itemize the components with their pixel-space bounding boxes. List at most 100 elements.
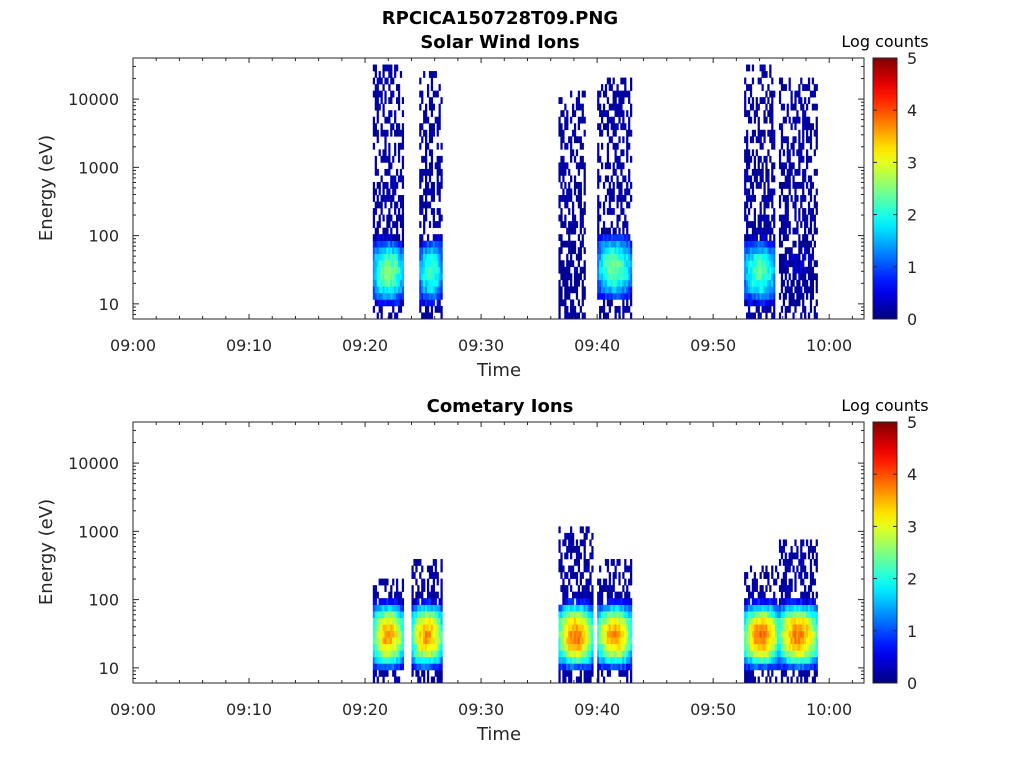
spectrogram-cell <box>581 155 584 163</box>
spectrogram-cell <box>771 214 774 222</box>
spectrogram-cell <box>771 123 774 131</box>
spectrogram-cell <box>765 624 768 632</box>
spectrogram-cell <box>397 292 401 300</box>
spectrogram-cell <box>428 175 432 183</box>
spectrogram-cell <box>763 637 766 645</box>
spectrogram-cell <box>792 253 795 261</box>
spectrogram-cell <box>784 175 787 183</box>
spectrogram-cell <box>421 604 424 612</box>
spectrogram-cell <box>815 650 818 658</box>
spectrogram-cell <box>778 227 782 235</box>
spectrogram-cell <box>788 578 791 586</box>
spectrogram-cell <box>581 624 584 632</box>
spectrogram-cell <box>809 273 813 281</box>
spectrogram-cell <box>606 604 610 612</box>
spectrogram-cell <box>440 247 443 255</box>
spectrogram-cell <box>782 292 786 300</box>
spectrogram-cell <box>599 201 602 209</box>
spectrogram-cell <box>763 292 766 300</box>
spectrogram-cell <box>747 585 751 592</box>
spectrogram-cell <box>763 64 766 72</box>
spectrogram-cell <box>769 240 772 248</box>
spectrogram-cell <box>425 142 428 150</box>
spectrogram-cell <box>577 611 581 619</box>
spectrogram-cell <box>763 129 766 137</box>
spectrogram-cell <box>782 84 786 91</box>
spectrogram-cell <box>591 545 594 553</box>
spectrogram-cell <box>374 234 377 242</box>
spectrogram-cell <box>771 168 774 176</box>
spectrogram-cell <box>805 624 809 632</box>
spectrogram-cell <box>794 637 797 645</box>
spectrogram-cell <box>813 663 816 671</box>
spectrogram-cell <box>800 545 803 553</box>
spectrogram-cell <box>428 103 432 111</box>
spectrogram-cell <box>608 247 611 255</box>
spectrogram-cell <box>585 630 588 638</box>
spectrogram-cell <box>753 585 756 592</box>
spectrogram-cell <box>436 656 439 664</box>
spectrogram-cell <box>399 266 403 274</box>
spectrogram-cell <box>421 611 424 619</box>
spectrogram-cell <box>396 591 399 599</box>
spectrogram-cell <box>604 663 608 671</box>
spectrogram-cell <box>384 142 387 150</box>
spectrogram-cell <box>419 201 422 209</box>
spectrogram-cell <box>434 305 437 313</box>
spectrogram-cell <box>622 312 625 320</box>
spectrogram-cell <box>786 110 789 118</box>
spectrogram-cell <box>749 643 753 651</box>
spectrogram-cell <box>622 97 625 104</box>
spectrogram-cell <box>761 142 764 150</box>
spectrogram-cell <box>624 260 627 268</box>
spectrogram-cell <box>413 572 416 579</box>
spectrogram-cell <box>380 123 383 131</box>
spectrogram-cell <box>392 247 395 255</box>
spectrogram-cell <box>782 630 786 638</box>
spectrogram-cell <box>773 305 776 313</box>
spectrogram-cell <box>805 292 809 300</box>
spectrogram-cell <box>564 168 567 176</box>
spectrogram-cell <box>761 214 764 222</box>
spectrogram-cell <box>780 129 784 137</box>
spectrogram-cell <box>796 676 799 684</box>
spectrogram-cell <box>380 305 383 313</box>
spectrogram-cell <box>778 663 782 671</box>
spectrogram-cell <box>749 630 753 638</box>
spectrogram-cell <box>413 656 416 664</box>
spectrogram-cell <box>780 162 784 170</box>
spectrogram-cell <box>568 545 571 553</box>
spectrogram-cell <box>794 273 797 281</box>
spectrogram-cell <box>372 129 376 137</box>
spectrogram-cell <box>419 663 422 671</box>
spectrogram-cell <box>809 663 813 671</box>
spectrogram-cell <box>396 221 399 228</box>
spectrogram-cell <box>618 97 621 104</box>
spectrogram-cell <box>396 273 399 281</box>
spectrogram-cell <box>620 273 623 281</box>
spectrogram-cell <box>798 260 801 268</box>
spectrogram-cell <box>794 578 797 586</box>
spectrogram-cell <box>765 279 768 287</box>
spectrogram-cell <box>628 234 631 242</box>
spectrogram-cell <box>744 637 747 645</box>
spectrogram-cell <box>573 305 577 313</box>
spectrogram-cell <box>591 669 594 677</box>
spectrogram-cell <box>815 630 818 638</box>
spectrogram-cell <box>564 305 567 313</box>
spectrogram-cell <box>804 676 807 684</box>
spectrogram-cell <box>438 103 441 111</box>
spectrogram-cell <box>794 539 797 547</box>
spectrogram-cell <box>792 643 795 651</box>
spectrogram-cell <box>575 676 579 684</box>
spectrogram-cell <box>589 539 592 547</box>
spectrogram-cell <box>434 90 437 98</box>
spectrogram-cell <box>575 630 579 638</box>
spectrogram-cell <box>436 617 439 625</box>
spectrogram-cell <box>610 611 613 619</box>
spectrogram-cell <box>436 279 439 287</box>
spectrogram-cell <box>438 663 441 671</box>
spectrogram-cell <box>579 103 582 111</box>
spectrogram-cell <box>390 247 393 255</box>
spectrogram-cell <box>397 299 401 307</box>
